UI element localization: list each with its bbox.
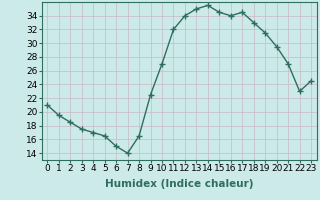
X-axis label: Humidex (Indice chaleur): Humidex (Indice chaleur) [105, 179, 253, 189]
